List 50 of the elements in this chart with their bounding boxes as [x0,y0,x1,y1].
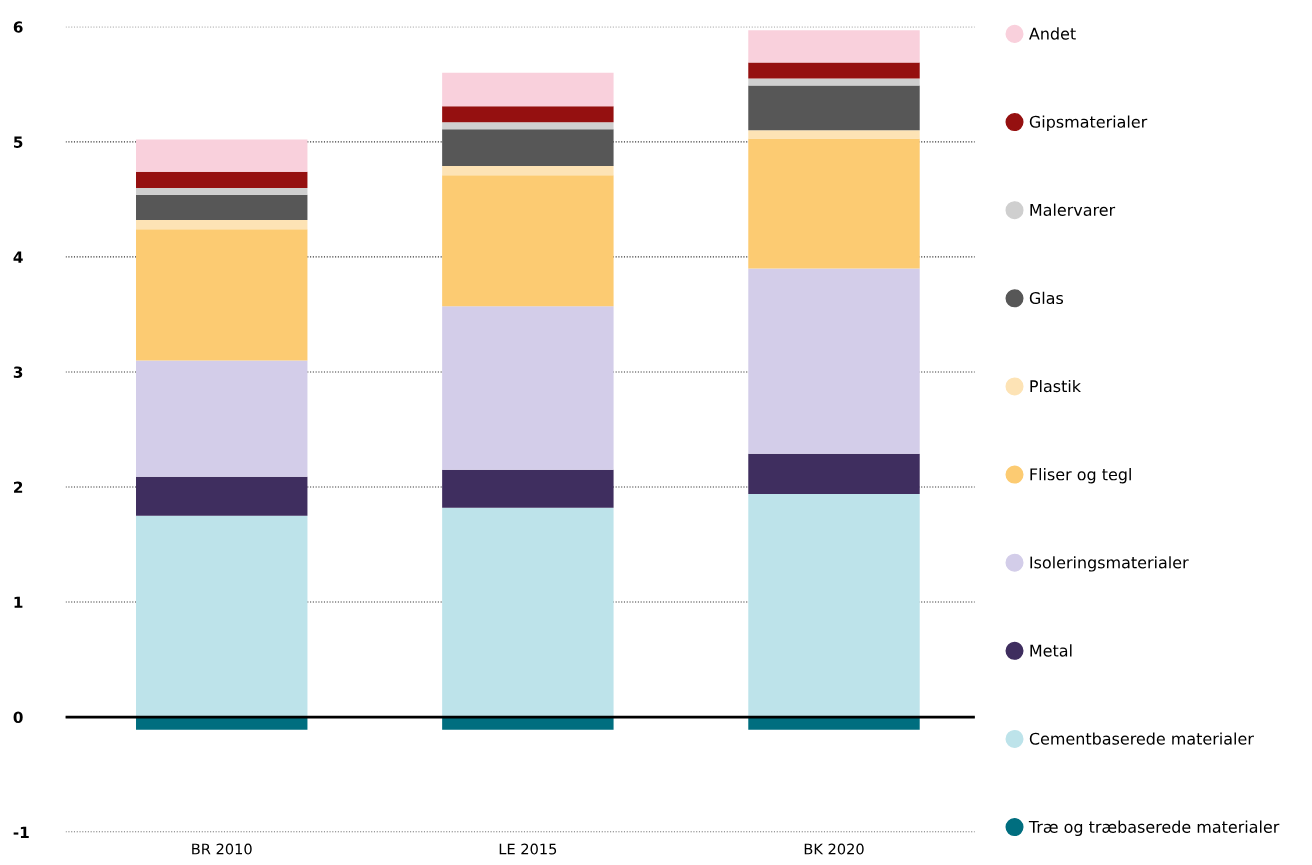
bar [748,30,920,63]
bar [136,229,308,361]
bar [136,194,308,221]
bar [748,493,920,718]
legend-label: Isoleringsmaterialer [1030,556,1189,572]
y-tick-label: 6 [13,21,23,33]
legend-label: Metal [1030,644,1072,657]
bar [136,717,308,730]
bar [748,130,920,139]
x-tick-label: BR 2010 [192,843,252,855]
x-tick-label: BK 2020 [804,843,864,855]
bar [136,171,308,188]
bar [442,469,614,508]
y-tick-label: 5 [14,136,23,148]
y-tick-label: 2 [14,481,23,493]
legend-label: Cementbaserede materialer [1029,732,1254,745]
bar [748,717,920,730]
legend-label: Andet [1029,27,1076,40]
bar [136,139,308,172]
legend-label: Malervarer [1030,203,1116,216]
legend-label: Træ og træbaserede materialer [1028,820,1280,836]
bar [442,129,614,167]
y-tick-label: 1 [14,596,23,608]
bar [136,187,308,195]
bar [442,306,614,470]
bar [442,166,614,176]
bar [442,106,614,123]
bar [442,507,614,718]
legend-label: Glas [1029,291,1064,305]
y-tick-label: 4 [13,251,23,263]
bar [442,717,614,730]
bar [136,476,308,516]
bar [748,62,920,79]
bar [442,122,614,130]
bar [748,453,920,494]
x-tick-label: LE 2015 [499,843,557,855]
bar [136,220,308,230]
bar [442,175,614,307]
bar [748,268,920,454]
bar [136,360,308,477]
legend-label: Gipsmaterialer [1029,115,1148,131]
legend-label: Plastik [1030,379,1081,393]
y-tick-label: 0 [13,711,23,724]
y-tick-label: -1 [13,826,29,838]
bar [136,515,308,718]
bar [748,138,920,269]
bar [748,85,920,131]
bar [442,72,614,107]
y-tick-label: 3 [13,366,23,378]
legend-label: Fliser og tegl [1030,468,1131,484]
